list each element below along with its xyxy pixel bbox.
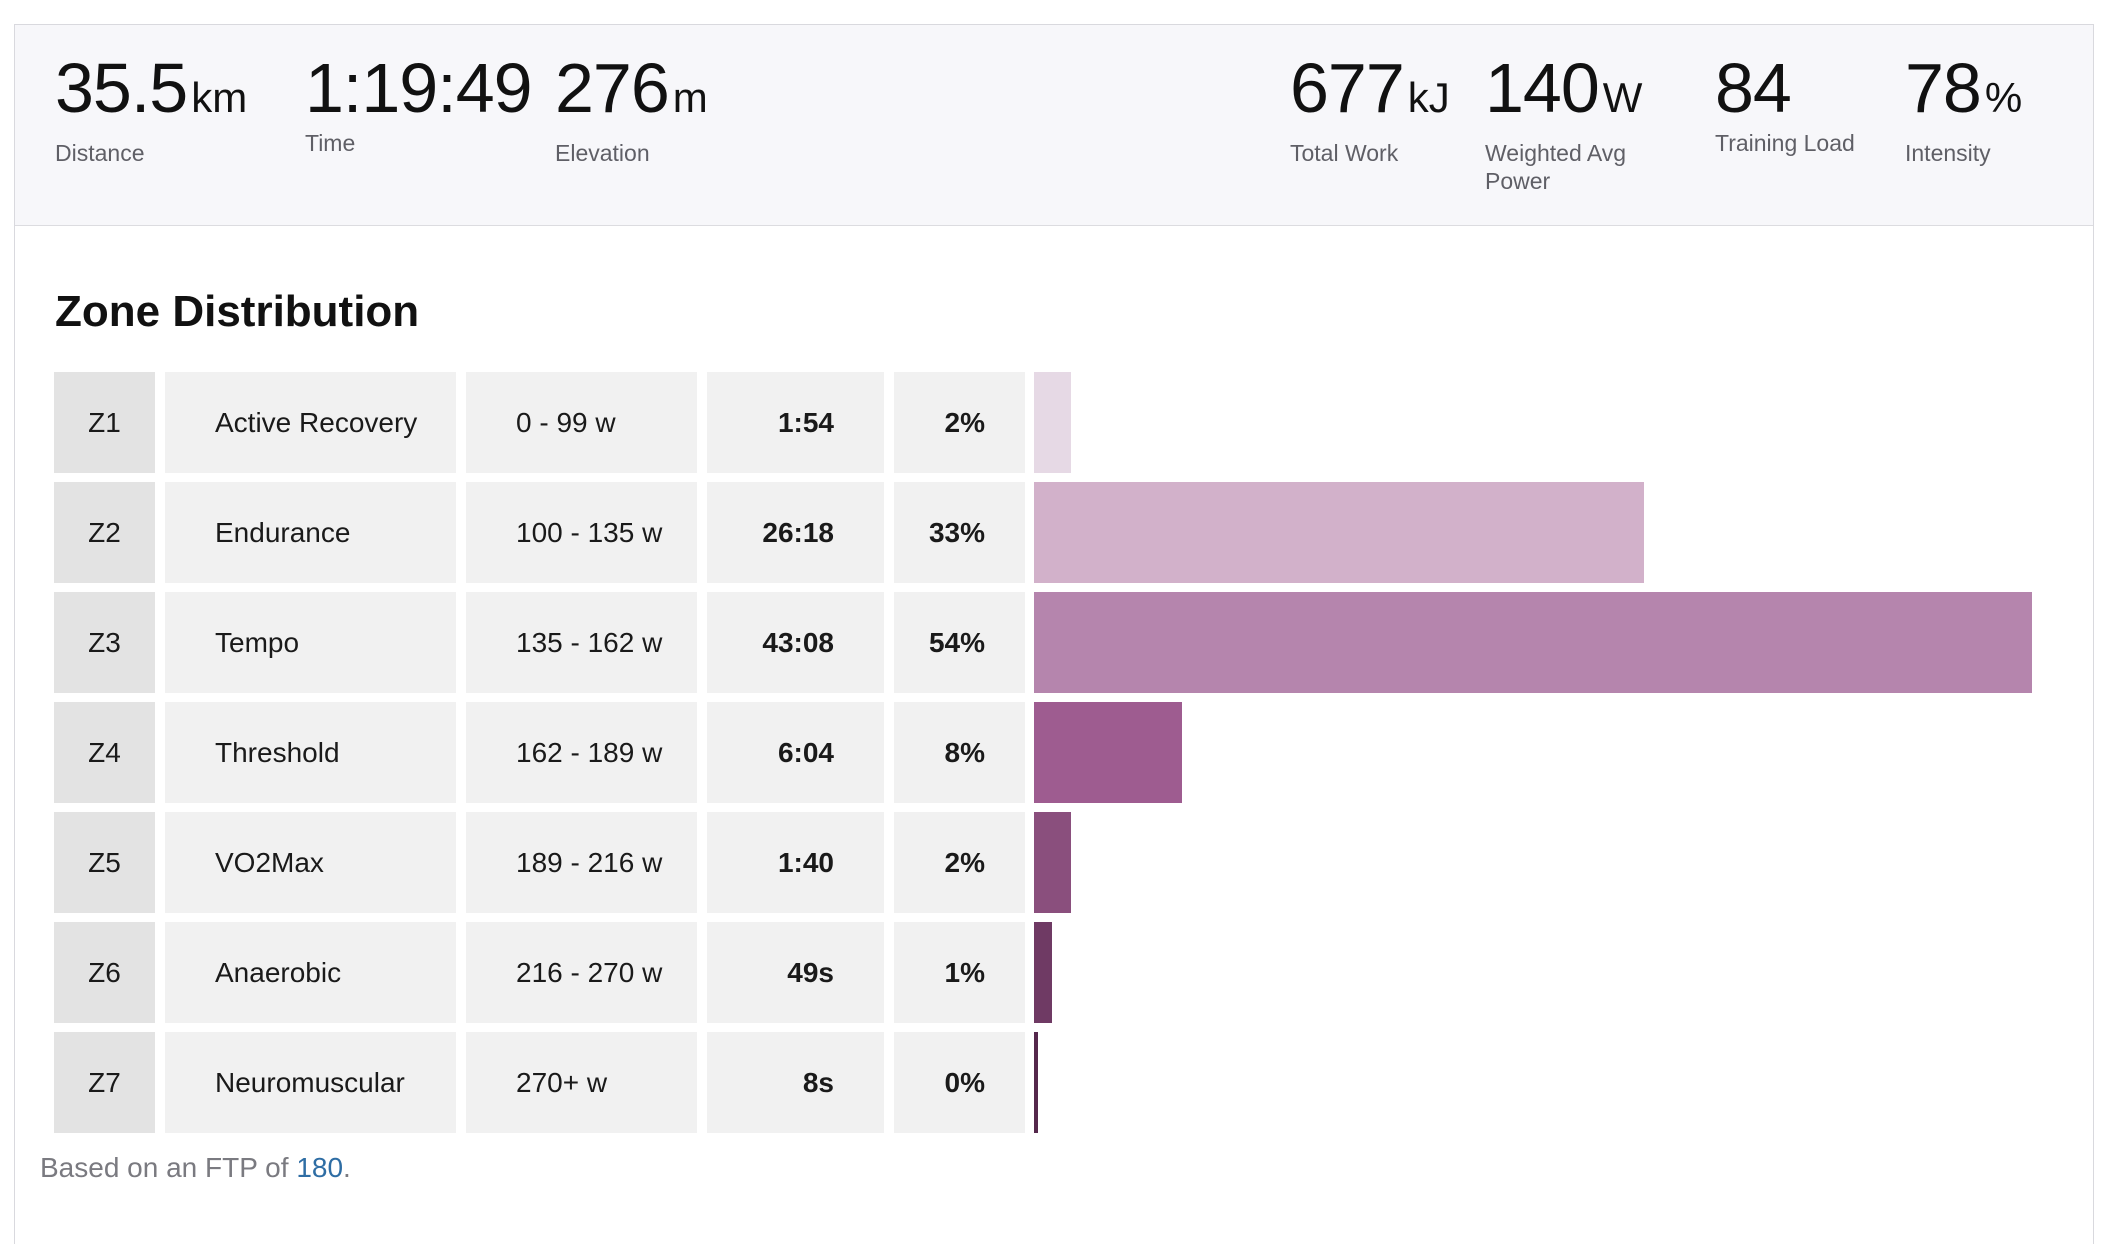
stat-time-value: 1:19:49 xyxy=(305,49,533,127)
zone-time: 49s xyxy=(707,922,884,1023)
zone-bar-z3 xyxy=(1034,592,2032,693)
ftp-note: Based on an FTP of 180. xyxy=(40,1152,351,1184)
zone-row-z1: Z1 Active Recovery 0 - 99 w 1:54 2% xyxy=(54,372,2044,473)
stat-total-work-label: Total Work xyxy=(1290,140,1399,166)
stat-weighted-avg-power: 140W Weighted Avg Power xyxy=(1485,45,1642,195)
zone-percent: 2% xyxy=(894,812,1025,913)
stat-distance-value-line: 35.5km xyxy=(55,45,247,141)
zone-bar-z1 xyxy=(1034,372,1071,473)
zone-percent: 33% xyxy=(894,482,1025,583)
stat-weighted-avg-power-unit: W xyxy=(1602,74,1643,121)
zone-range: 162 - 189 w xyxy=(466,702,697,803)
zone-range: 270+ w xyxy=(466,1032,697,1133)
zone-distribution-title: Zone Distribution xyxy=(55,287,420,336)
zone-time: 43:08 xyxy=(707,592,884,693)
stat-elevation-value-line: 276m xyxy=(555,45,708,141)
stat-distance: 35.5km Distance xyxy=(55,45,247,167)
zone-bar-z2 xyxy=(1034,482,1644,583)
stat-weighted-avg-power-label-line2: Power xyxy=(1485,168,1551,194)
zone-percent: 0% xyxy=(894,1032,1025,1133)
stat-time: 1:19:49 Time xyxy=(305,45,533,157)
stat-weighted-avg-power-value-line: 140W xyxy=(1485,45,1642,141)
summary-stats: 35.5km Distance 1:19:49 Time 276m Elevat… xyxy=(15,25,2093,226)
zone-name: Endurance xyxy=(165,482,456,583)
zone-range: 216 - 270 w xyxy=(466,922,697,1023)
stat-elevation-label: Elevation xyxy=(555,140,650,166)
zone-percent: 8% xyxy=(894,702,1025,803)
stat-training-load-label: Training Load xyxy=(1715,130,1855,156)
stat-total-work-value: 677 xyxy=(1290,49,1405,127)
zone-name: Anaerobic xyxy=(165,922,456,1023)
zone-code: Z3 xyxy=(54,592,155,693)
ftp-note-suffix: . xyxy=(343,1152,351,1183)
zone-time: 6:04 xyxy=(707,702,884,803)
zone-range: 0 - 99 w xyxy=(466,372,697,473)
zone-name: Neuromuscular xyxy=(165,1032,456,1133)
zone-code: Z5 xyxy=(54,812,155,913)
stat-weighted-avg-power-label: Weighted Avg Power xyxy=(1485,139,1642,195)
zone-row-z3: Z3 Tempo 135 - 162 w 43:08 54% xyxy=(54,592,2044,693)
zone-name: VO2Max xyxy=(165,812,456,913)
zone-name: Active Recovery xyxy=(165,372,456,473)
zone-code: Z2 xyxy=(54,482,155,583)
zone-range: 135 - 162 w xyxy=(466,592,697,693)
stat-weighted-avg-power-value: 140 xyxy=(1485,49,1600,127)
zone-name: Threshold xyxy=(165,702,456,803)
stat-intensity-label: Intensity xyxy=(1905,140,1991,166)
stat-time-label: Time xyxy=(305,130,356,156)
zone-row-z6: Z6 Anaerobic 216 - 270 w 49s 1% xyxy=(54,922,2044,1023)
stat-intensity-value: 78 xyxy=(1905,49,1982,127)
zone-bar-z4 xyxy=(1034,702,1182,803)
stat-total-work: 677kJ Total Work xyxy=(1290,45,1450,167)
zone-time: 1:40 xyxy=(707,812,884,913)
zone-bar-z6 xyxy=(1034,922,1052,1023)
zone-row-z4: Z4 Threshold 162 - 189 w 6:04 8% xyxy=(54,702,2044,803)
zone-percent: 54% xyxy=(894,592,1025,693)
zone-bar-z5 xyxy=(1034,812,1071,913)
stat-intensity-value-line: 78% xyxy=(1905,45,2022,141)
stat-total-work-value-line: 677kJ xyxy=(1290,45,1450,141)
stat-weighted-avg-power-label-line1: Weighted Avg xyxy=(1485,140,1627,166)
zone-code: Z7 xyxy=(54,1032,155,1133)
stat-training-load: 84 Training Load xyxy=(1715,45,1855,157)
stat-elevation: 276m Elevation xyxy=(555,45,708,167)
stat-total-work-unit: kJ xyxy=(1407,74,1450,121)
stat-distance-label: Distance xyxy=(55,140,145,166)
stat-training-load-value-line: 84 xyxy=(1715,45,1855,131)
ftp-value-link[interactable]: 180 xyxy=(296,1152,344,1183)
zone-range: 189 - 216 w xyxy=(466,812,697,913)
zone-code: Z6 xyxy=(54,922,155,1023)
zone-row-z7: Z7 Neuromuscular 270+ w 8s 0% xyxy=(54,1032,2044,1133)
stat-distance-unit: km xyxy=(191,74,248,121)
zone-time: 8s xyxy=(707,1032,884,1133)
stat-intensity-unit: % xyxy=(1984,74,2023,121)
stat-distance-value: 35.5 xyxy=(55,49,188,127)
ftp-note-prefix: Based on an FTP of xyxy=(40,1152,289,1183)
zone-time: 1:54 xyxy=(707,372,884,473)
zone-code: Z1 xyxy=(54,372,155,473)
stat-training-load-value: 84 xyxy=(1715,49,1792,127)
zone-percent: 1% xyxy=(894,922,1025,1023)
zone-row-z5: Z5 VO2Max 189 - 216 w 1:40 2% xyxy=(54,812,2044,913)
zone-percent: 2% xyxy=(894,372,1025,473)
zone-name: Tempo xyxy=(165,592,456,693)
zone-time: 26:18 xyxy=(707,482,884,583)
zone-code: Z4 xyxy=(54,702,155,803)
zone-range: 100 - 135 w xyxy=(466,482,697,583)
zone-row-z2: Z2 Endurance 100 - 135 w 26:18 33% xyxy=(54,482,2044,583)
zone-bar-z7 xyxy=(1034,1032,1038,1133)
stat-intensity: 78% Intensity xyxy=(1905,45,2022,167)
stat-elevation-value: 276 xyxy=(555,49,670,127)
stat-elevation-unit: m xyxy=(672,74,708,121)
stat-time-value-line: 1:19:49 xyxy=(305,45,533,131)
